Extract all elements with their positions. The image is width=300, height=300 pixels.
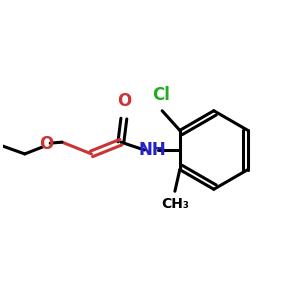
Text: O: O xyxy=(117,92,131,110)
Text: O: O xyxy=(39,135,53,153)
Text: CH₃: CH₃ xyxy=(161,197,189,211)
Text: Cl: Cl xyxy=(152,86,170,104)
Text: NH: NH xyxy=(138,141,166,159)
